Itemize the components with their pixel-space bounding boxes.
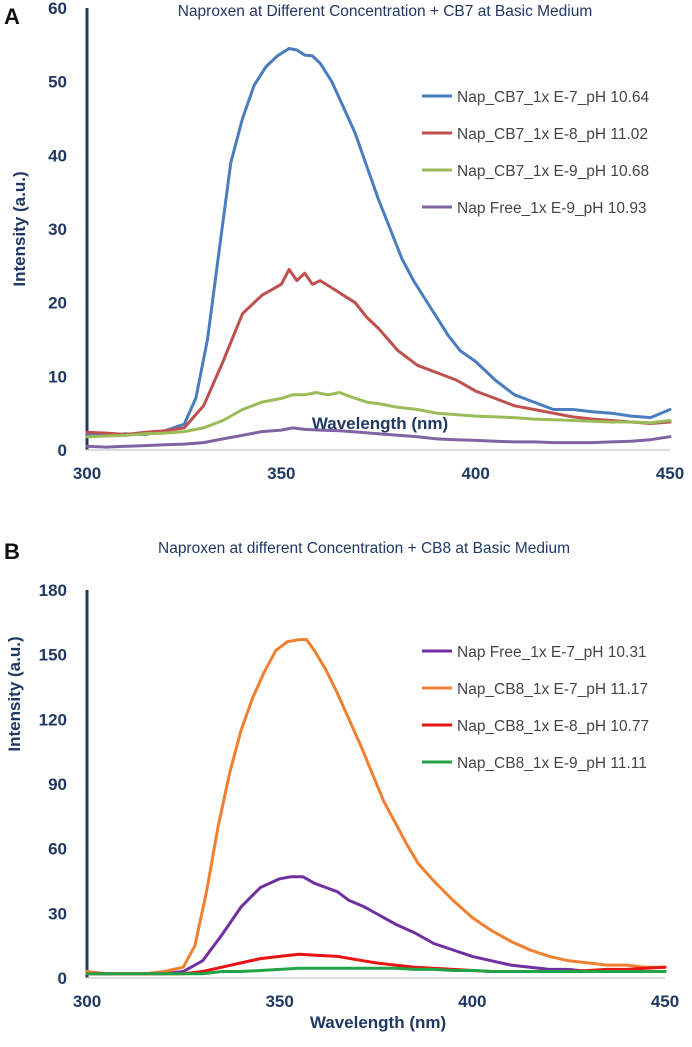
panel-b-x-tick-label: 350	[265, 992, 293, 1011]
panel-b-y-tick-label: 60	[48, 840, 67, 859]
panel-b-x-axis-title: Wavelength (nm)	[310, 1013, 446, 1032]
panel-b-legend-label: Nap_CB8_1x E-7_pH 11.17	[457, 681, 648, 698]
panel-b-y-tick-label: 150	[39, 646, 67, 665]
panel-a-chart: A Naproxen at Different Concentration + …	[4, 0, 684, 483]
panel-a-series-line	[85, 426, 672, 449]
panel-b-x-tick-label: 450	[651, 992, 679, 1011]
panel-a-legend-label: Nap_CB7_1x E-7_pH 10.64	[457, 89, 650, 106]
panel-b-y-axis-title: Intensity (a.u.)	[5, 636, 24, 751]
panel-b-title: Naproxen at different Concentration + CB…	[158, 540, 570, 557]
panel-a-label: A	[4, 4, 20, 29]
panel-a-y-axis-title: Intensity (a.u.)	[10, 171, 29, 286]
panel-a-plot-area: 0 10 20 30 40 50 60 300 350 400 450 Nap_CB7_1x E-7_…	[48, 0, 684, 483]
panel-a-y-tick-label: 30	[48, 220, 67, 239]
panel-a-x-axis-title: Wavelength (nm)	[312, 414, 448, 433]
panel-b-x-tick-label: 400	[458, 992, 486, 1011]
panel-b-legend-label: Nap Free_1x E-7_pH 10.31	[457, 644, 647, 661]
panel-b-y-tick-label: 0	[58, 969, 67, 988]
panel-a-x-tick-label: 400	[461, 464, 489, 483]
panel-a-y-tick-label: 0	[58, 441, 67, 460]
panel-b-series-line	[85, 966, 667, 976]
panel-a-y-tick-label: 20	[48, 294, 67, 313]
panel-b-series-line	[85, 875, 667, 976]
panel-a-series-line	[85, 391, 672, 439]
panel-b-plot-area: 0 30 60 90 120 150 180 300 350 400 450 Nap Free_1x …	[39, 581, 680, 1011]
panel-b-x-tick-label: 300	[73, 992, 101, 1011]
panel-b-y-tick-label: 180	[39, 581, 67, 600]
panel-b-label: B	[4, 539, 20, 564]
panel-b-legend-label: Nap_CB8_1x E-9_pH 11.11	[457, 755, 647, 772]
panel-a-x-tick-label: 350	[267, 464, 295, 483]
panel-a-legend-label: Nap_CB7_1x E-8_pH 11.02	[457, 126, 648, 143]
panel-a-title: Naproxen at Different Concentration + CB…	[178, 3, 593, 20]
panel-a-legend-label: Nap Free_1x E-9_pH 10.93	[457, 200, 647, 217]
panel-b-series-line	[85, 638, 667, 976]
panel-a-x-tick-label: 300	[73, 464, 101, 483]
panel-b-chart: B Naproxen at different Concentration + …	[4, 539, 679, 1032]
panel-b-legend-label: Nap_CB8_1x E-8_pH 10.77	[457, 718, 649, 735]
panel-a-y-tick-label: 10	[48, 367, 67, 386]
panel-a-y-tick-label: 50	[48, 73, 67, 92]
panel-b-y-tick-label: 30	[48, 904, 67, 923]
panel-a-series-line	[85, 268, 672, 436]
panel-a-y-tick-label: 40	[48, 146, 67, 165]
panel-a-series-line	[85, 47, 672, 437]
panel-a-legend-label: Nap_CB7_1x E-9_pH 10.68	[457, 163, 649, 180]
panel-a-y-tick-label: 60	[48, 0, 67, 18]
panel-b-y-tick-label: 120	[39, 710, 67, 729]
panel-a-x-tick-label: 450	[656, 464, 684, 483]
panel-b-y-tick-label: 90	[48, 775, 67, 794]
